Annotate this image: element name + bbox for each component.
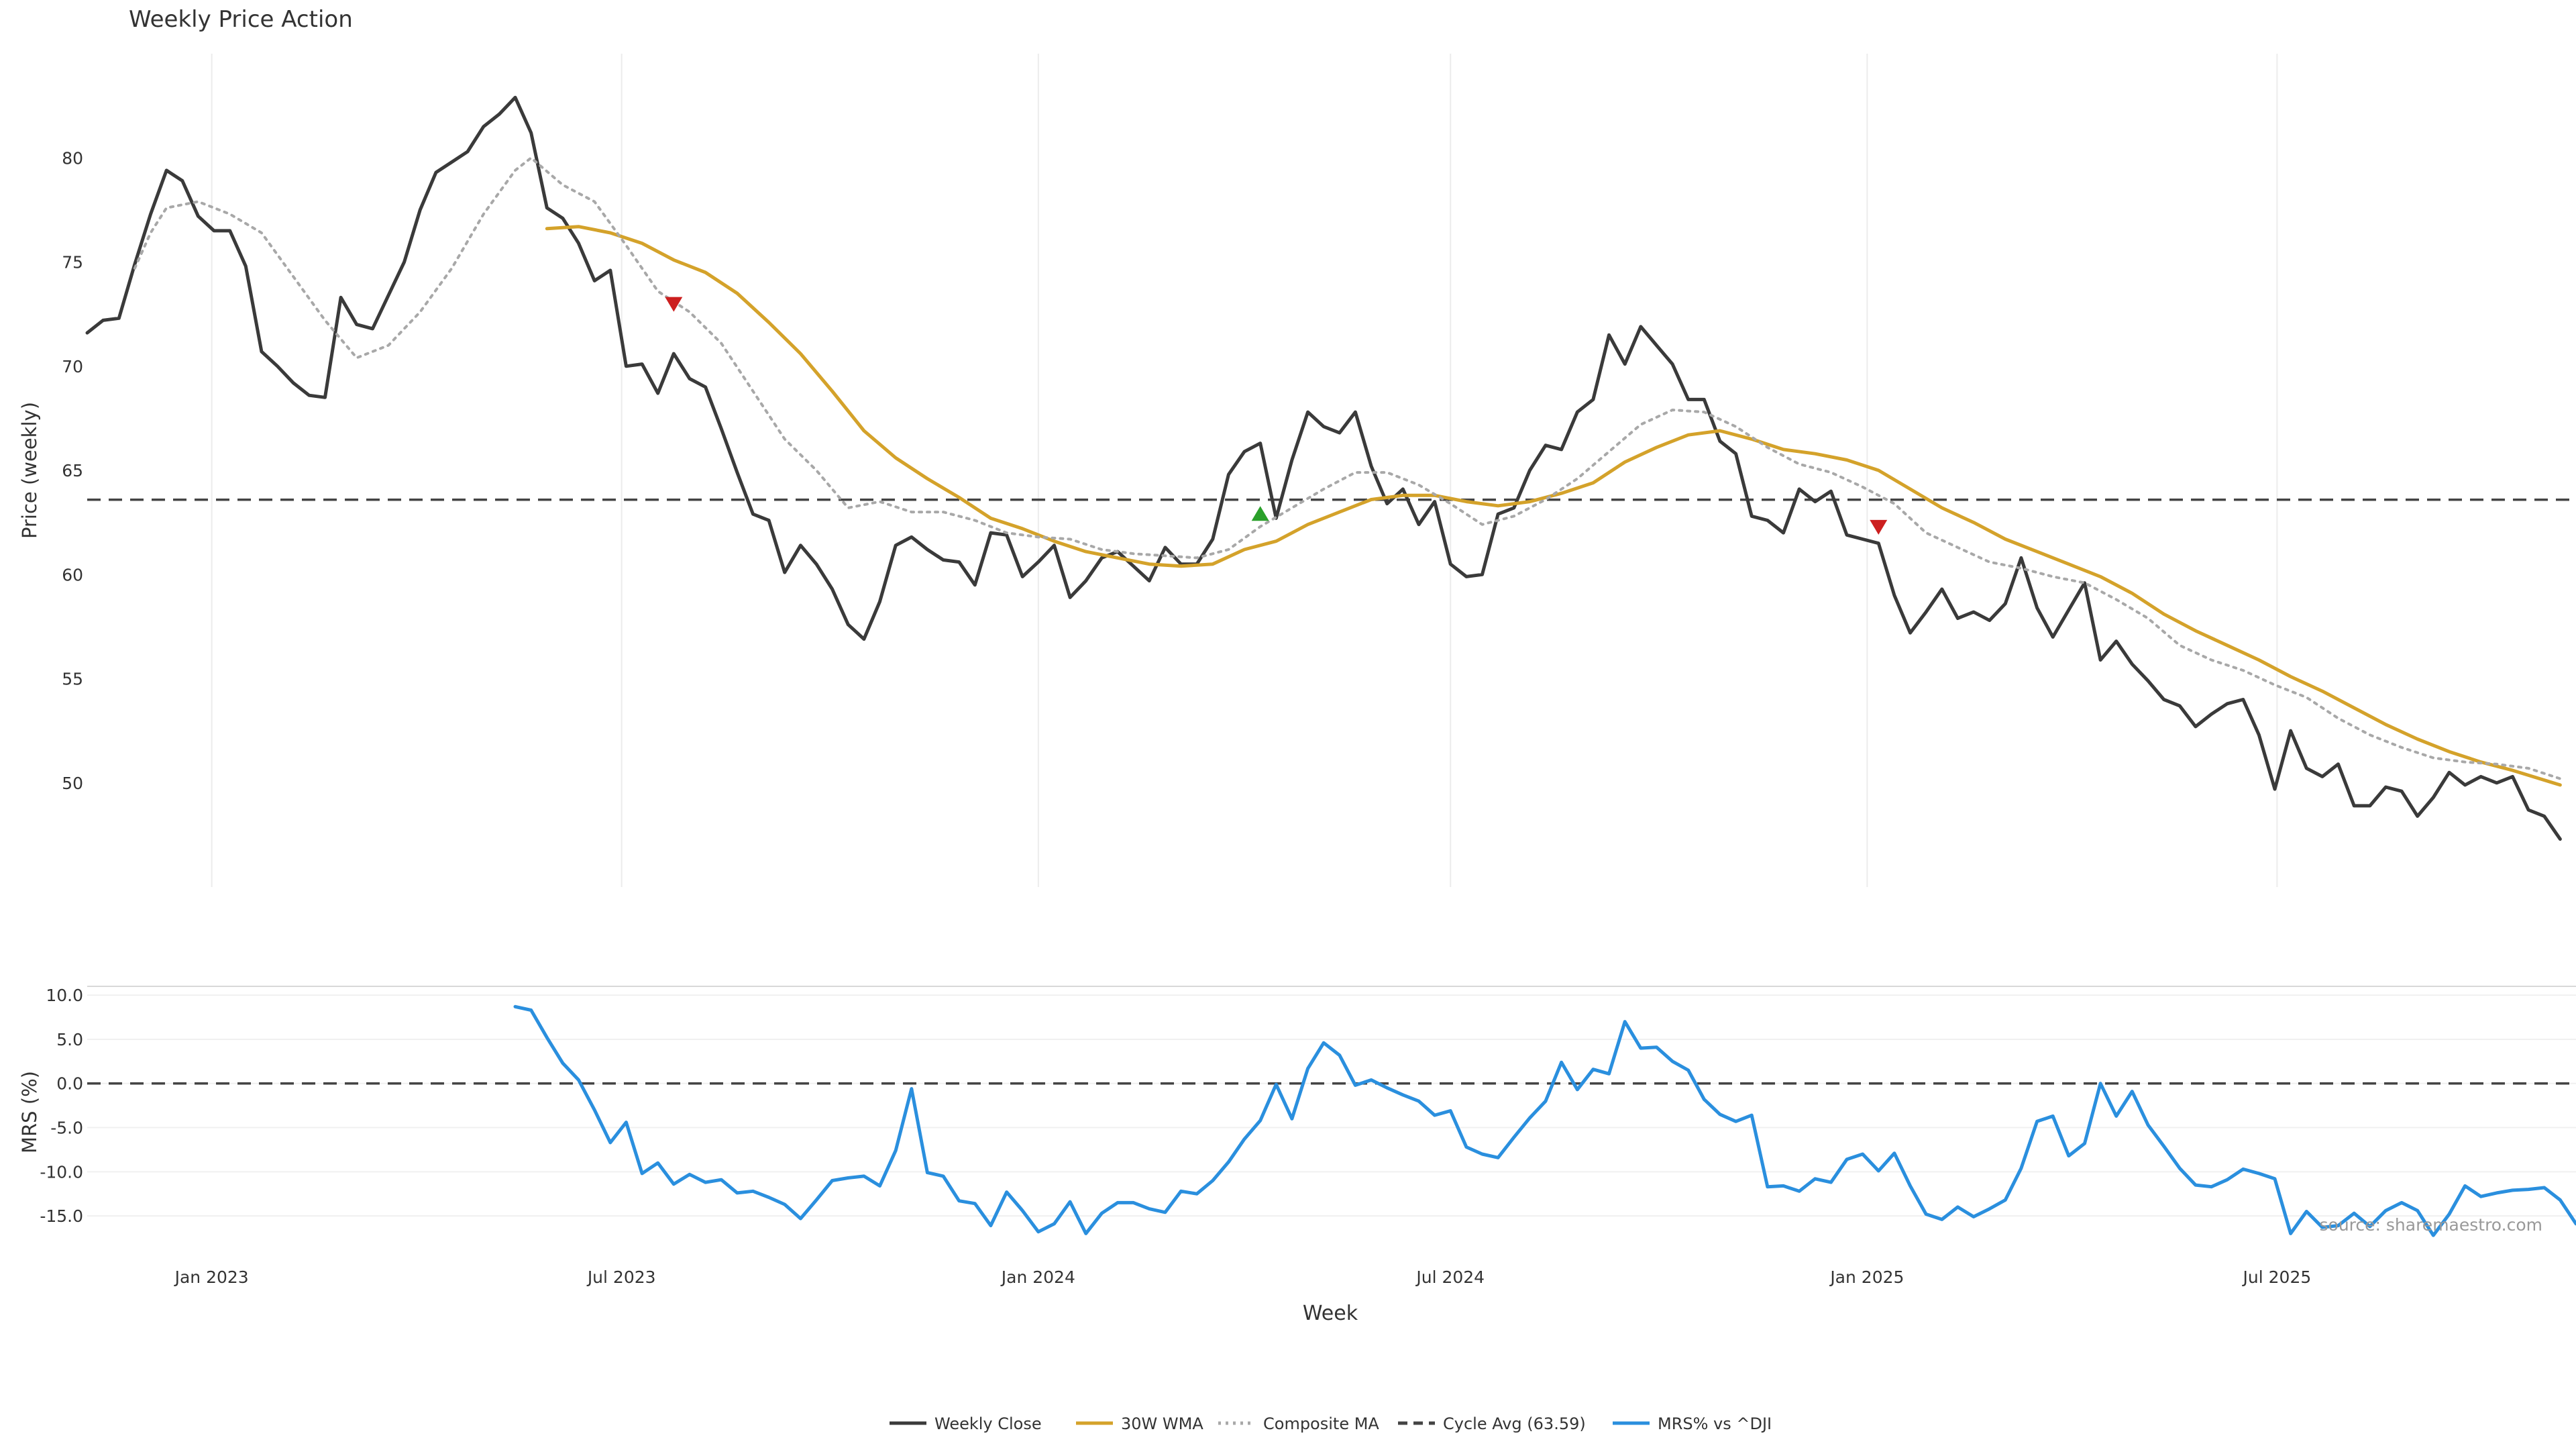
buy-signal-marker (1251, 506, 1269, 521)
watermark-text: source: sharemaestro.com (2320, 1215, 2543, 1235)
mrs-panel: 10.0 5.0 0.0 -5.0 -10.0 -15.0 MRS (%) (18, 986, 2576, 1237)
x-tick-label: Jul 2023 (586, 1267, 656, 1287)
grid-layer (87, 54, 2576, 987)
y-axis-label: MRS (%) (18, 1071, 41, 1153)
y-tick-label: 80 (62, 148, 83, 168)
y-tick-label: 55 (62, 670, 83, 689)
sell-signal-marker (1870, 519, 1888, 535)
series-line-composite-ma (133, 156, 2562, 780)
series-line-30w-wma (545, 225, 2562, 787)
series-line-weekly-close (85, 95, 2562, 841)
legend-item-label: Composite MA (1263, 1414, 1379, 1433)
y-tick-label: 10.0 (46, 986, 83, 1005)
y-tick-label: 50 (62, 774, 83, 793)
legend-item-label: Cycle Avg (63.59) (1443, 1414, 1586, 1433)
y-tick-label: 60 (62, 565, 83, 584)
x-tick-label: Jan 2024 (1000, 1267, 1075, 1287)
y-tick-label: 5.0 (56, 1030, 83, 1049)
y-axis-label: Price (weekly) (18, 402, 41, 539)
y-tick-label: -15.0 (40, 1206, 83, 1226)
y-tick-label: 0.0 (56, 1074, 83, 1094)
sell-signal-marker (665, 297, 683, 312)
x-tick-label: Jan 2025 (1829, 1267, 1904, 1287)
x-tick-label: Jul 2025 (2242, 1267, 2312, 1287)
y-tick-label: -10.0 (40, 1162, 83, 1182)
x-axis-label: Week (1303, 1302, 1358, 1325)
legend-item-label: 30W WMA (1121, 1414, 1203, 1433)
y-tick-label: 70 (62, 357, 83, 376)
y-tick-label: 75 (62, 253, 83, 272)
y-tick-label: -5.0 (50, 1119, 83, 1138)
legend-item-label: Weekly Close (934, 1414, 1042, 1433)
series-line-mrs-vs-dji (513, 1004, 2576, 1237)
x-tick-label: Jul 2024 (1415, 1267, 1485, 1287)
legend: Weekly Close 30W WMA Composite MA Cycle Avg… (890, 1414, 1772, 1433)
x-axis: Jan 2023 Jul 2023 Jan 2024 Jul 2024 Jan 2025… (174, 1267, 2312, 1287)
x-tick-label: Jan 2023 (174, 1267, 249, 1287)
legend-item-label: MRS% vs ^DJI (1658, 1414, 1772, 1433)
price-panel: 50 55 60 65 70 75 80 Price (weekly) (18, 95, 2576, 841)
y-tick-label: 65 (62, 461, 83, 480)
chart-title: Weekly Price Action (129, 6, 353, 33)
